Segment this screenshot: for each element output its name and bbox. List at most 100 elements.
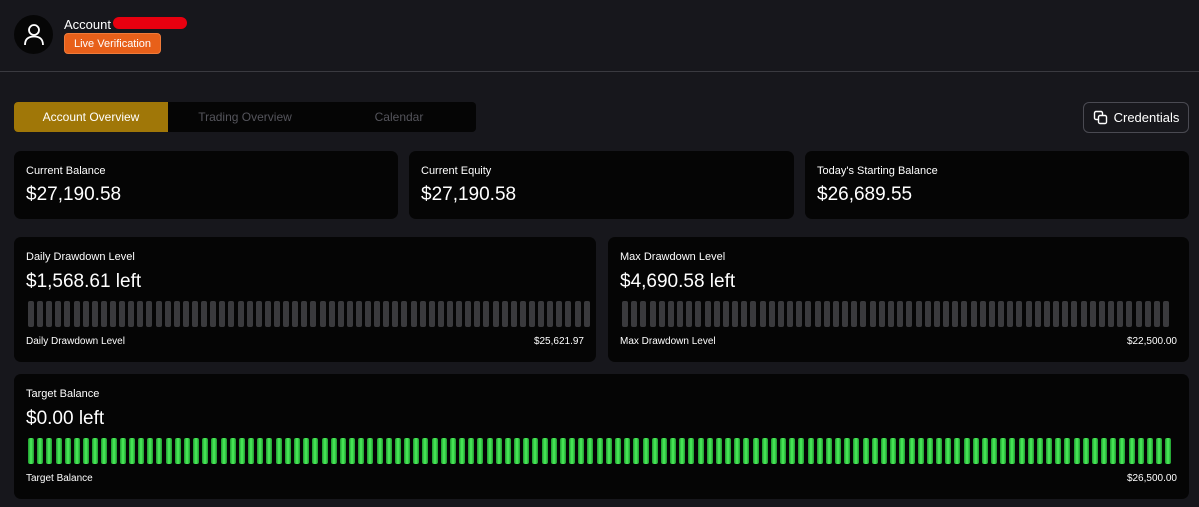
progress-segment <box>970 301 977 327</box>
live-verification-badge: Live Verification <box>64 33 162 54</box>
progress-segment <box>501 301 508 327</box>
user-icon <box>23 23 44 45</box>
progress-segment <box>64 301 71 327</box>
progress-segment <box>510 301 517 327</box>
progress-segment <box>979 301 986 327</box>
progress-segment <box>789 438 796 464</box>
progress-segment <box>649 301 656 327</box>
tab-calendar[interactable]: Calendar <box>374 110 424 124</box>
progress-segment <box>100 301 107 327</box>
tab-account-overview[interactable]: Account Overview <box>14 102 168 132</box>
progress-segment <box>926 438 933 464</box>
progress-segment <box>456 301 463 327</box>
progress-segment <box>275 438 282 464</box>
progress-segment <box>972 438 979 464</box>
progress-segment <box>349 438 356 464</box>
progress-segment <box>1101 438 1108 464</box>
progress-segment <box>988 301 995 327</box>
progress-segment <box>383 301 390 327</box>
progress-segment <box>798 438 805 464</box>
progress-segment <box>182 301 189 327</box>
progress-segment <box>541 438 548 464</box>
progress-segment <box>404 438 411 464</box>
progress-segment <box>37 301 44 327</box>
progress-segment <box>514 438 521 464</box>
progress-segment <box>998 301 1005 327</box>
progress-segment <box>750 301 757 327</box>
progress-segment <box>211 438 218 464</box>
progress-segment <box>483 301 490 327</box>
progress-segment <box>146 301 153 327</box>
progress-segment <box>908 438 915 464</box>
progress-segment <box>1153 301 1160 327</box>
progress-segment <box>1144 301 1151 327</box>
account-header: Account Live Verification <box>0 0 1199 72</box>
progress-segment <box>220 438 227 464</box>
progress-segment <box>374 301 381 327</box>
progress-segment <box>468 438 475 464</box>
progress-segment <box>128 438 135 464</box>
progress-segment <box>651 438 658 464</box>
max-drawdown-progress <box>622 301 1170 327</box>
card-value: $27,190.58 <box>26 184 122 205</box>
progress-segment <box>330 438 337 464</box>
progress-segment <box>890 438 897 464</box>
progress-segment <box>1000 438 1007 464</box>
footer-value: $25,621.97 <box>533 336 584 347</box>
progress-segment <box>615 438 621 464</box>
progress-segment <box>1091 438 1098 464</box>
progress-segment <box>640 301 647 327</box>
progress-segment <box>642 438 649 464</box>
progress-segment <box>101 438 108 464</box>
progress-segment <box>319 301 326 327</box>
progress-segment <box>670 438 677 464</box>
progress-segment <box>780 438 787 464</box>
progress-segment <box>770 438 777 464</box>
progress-segment <box>1009 438 1016 464</box>
progress-segment <box>437 301 444 327</box>
progress-segment <box>787 301 794 327</box>
progress-segment <box>807 438 814 464</box>
progress-segment <box>321 438 328 464</box>
progress-segment <box>569 438 576 464</box>
progress-segment <box>164 301 171 327</box>
progress-segment <box>752 438 759 464</box>
progress-segment <box>155 301 162 327</box>
progress-segment <box>28 438 34 464</box>
progress-segment <box>174 438 181 464</box>
progress-segment <box>339 438 346 464</box>
progress-segment <box>734 438 741 464</box>
avatar[interactable] <box>14 15 53 54</box>
credentials-button[interactable]: Credentials <box>1083 102 1189 133</box>
progress-segment <box>255 301 262 327</box>
card-title: Current Balance <box>26 165 106 177</box>
progress-segment <box>447 301 454 327</box>
daily-drawdown-progress <box>28 301 590 327</box>
progress-segment <box>1025 301 1032 327</box>
progress-segment <box>156 438 163 464</box>
progress-segment <box>961 301 968 327</box>
progress-segment <box>761 438 768 464</box>
progress-segment <box>1098 301 1105 327</box>
progress-segment <box>1034 301 1041 327</box>
card-title: Today's Starting Balance <box>817 165 938 177</box>
progress-segment <box>936 438 943 464</box>
progress-segment <box>1055 438 1062 464</box>
current-equity-card: Current Equity $27,190.58 <box>409 151 794 219</box>
progress-segment <box>1016 301 1023 327</box>
progress-segment <box>835 438 842 464</box>
progress-segment <box>92 438 99 464</box>
progress-segment <box>688 438 695 464</box>
progress-segment <box>869 301 876 327</box>
progress-segment <box>538 301 545 327</box>
progress-segment <box>622 301 628 327</box>
progress-segment <box>385 438 392 464</box>
progress-segment <box>844 438 851 464</box>
tab-trading-overview[interactable]: Trading Overview <box>198 110 292 124</box>
progress-segment <box>878 301 885 327</box>
progress-segment <box>293 438 300 464</box>
progress-segment <box>328 301 335 327</box>
progress-segment <box>283 301 290 327</box>
progress-segment <box>1043 301 1050 327</box>
progress-segment <box>303 438 310 464</box>
